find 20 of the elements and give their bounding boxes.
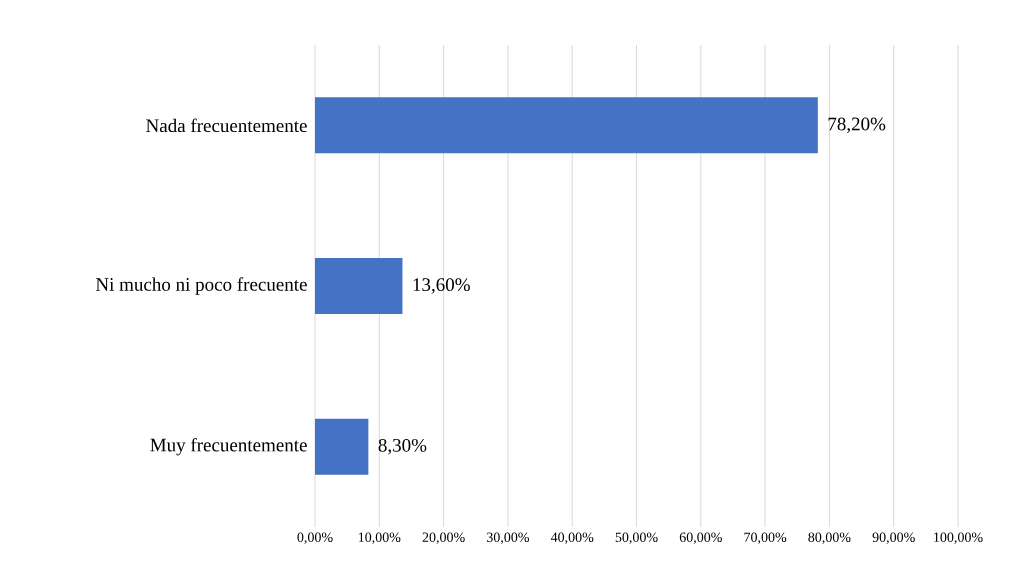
x-tick-label: 60,00%	[679, 532, 722, 544]
x-tick-label: 100,00%	[934, 532, 983, 544]
x-tick-label: 90,00%	[872, 532, 915, 544]
x-tick-label: 30,00%	[486, 532, 530, 544]
x-tick-label: 50,00%	[615, 532, 658, 544]
data-label: 8,30%	[378, 438, 427, 455]
x-tick-label: 80,00%	[808, 532, 851, 544]
data-label: 13,60%	[413, 278, 470, 294]
x-tick-label: 20,00%	[422, 532, 465, 544]
x-tick-label: 0,00%	[297, 532, 333, 544]
y-tick-label: Nada frecuentemente	[146, 118, 307, 133]
bar	[315, 418, 369, 475]
x-tick-label: 40,00%	[550, 532, 594, 544]
bar	[315, 258, 403, 314]
bar	[315, 97, 818, 154]
y-tick-label: Ni mucho ni poco frecuente	[95, 277, 307, 295]
data-label: 78,20%	[828, 117, 886, 134]
x-tick-label: 10,00%	[358, 532, 401, 544]
y-tick-label: Muy frecuentemente	[150, 437, 307, 456]
x-tick-label: 70,00%	[744, 532, 787, 544]
